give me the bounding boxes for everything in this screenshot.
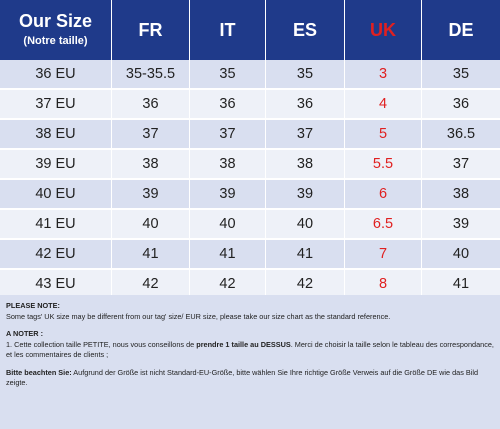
cell-es: 39 [266, 180, 345, 210]
cell-fr: 39 [112, 180, 190, 210]
header-fr: FR [112, 0, 190, 60]
cell-our-size: 38 EU [0, 120, 112, 150]
table-row: 37 EU 36 36 36 4 36 [0, 90, 500, 120]
cell-fr: 38 [112, 150, 190, 180]
cell-fr: 40 [112, 210, 190, 240]
notes-panel: PLEASE NOTE: Some tags' UK size may be d… [0, 295, 500, 429]
header-our-size-subtitle: (Notre taille) [23, 35, 88, 47]
cell-our-size: 39 EU [0, 150, 112, 180]
bitte-heading: Bitte beachten Sie: [6, 367, 72, 377]
cell-de: 35 [422, 60, 500, 90]
please-note-text: Some tags' UK size may be different from… [6, 311, 391, 321]
cell-uk: 6 [345, 180, 422, 210]
cell-es: 40 [266, 210, 345, 240]
a-noter-text-part-2: . Merci de choisir la taille selon le ta… [6, 339, 494, 360]
cell-fr: 35-35.5 [112, 60, 190, 90]
header-our-size: Our Size (Notre taille) [0, 0, 112, 60]
cell-de: 37 [422, 150, 500, 180]
cell-de: 39 [422, 210, 500, 240]
a-noter-text: 1. Cette collection taille PETITE, nous … [6, 340, 494, 361]
cell-de: 38 [422, 180, 500, 210]
cell-de: 36.5 [422, 120, 500, 150]
cell-uk: 6.5 [345, 210, 422, 240]
cell-es: 38 [266, 150, 345, 180]
cell-it: 37 [190, 120, 266, 150]
bitte-body: Aufgrund der Größe ist nicht Standard-EU… [6, 367, 479, 388]
cell-uk: 3 [345, 60, 422, 90]
cell-our-size: 37 EU [0, 90, 112, 120]
size-table: Our Size (Notre taille) FR IT ES UK DE 3… [0, 0, 500, 300]
cell-fr: 37 [112, 120, 190, 150]
header-es: ES [266, 0, 345, 60]
cell-our-size: 41 EU [0, 210, 112, 240]
cell-uk: 5 [345, 120, 422, 150]
table-row: 40 EU 39 39 39 6 38 [0, 180, 500, 210]
cell-it: 35 [190, 60, 266, 90]
a-noter-emphasis: prendre 1 taille au DESSUS [196, 339, 291, 349]
cell-fr: 36 [112, 90, 190, 120]
cell-it: 40 [190, 210, 266, 240]
cell-uk: 5.5 [345, 150, 422, 180]
table-row: 39 EU 38 38 38 5.5 37 [0, 150, 500, 180]
cell-uk: 7 [345, 240, 422, 270]
header-uk: UK [345, 0, 422, 60]
cell-our-size: 40 EU [0, 180, 112, 210]
cell-fr: 41 [112, 240, 190, 270]
header-de: DE [422, 0, 500, 60]
cell-it: 39 [190, 180, 266, 210]
cell-es: 36 [266, 90, 345, 120]
cell-de: 40 [422, 240, 500, 270]
cell-es: 35 [266, 60, 345, 90]
a-noter-heading: A NOTER : [6, 329, 44, 338]
cell-it: 38 [190, 150, 266, 180]
table-row: 41 EU 40 40 40 6.5 39 [0, 210, 500, 240]
cell-uk: 4 [345, 90, 422, 120]
cell-es: 41 [266, 240, 345, 270]
cell-our-size: 36 EU [0, 60, 112, 90]
table-row: 38 EU 37 37 37 5 36.5 [0, 120, 500, 150]
cell-it: 41 [190, 240, 266, 270]
header-our-size-title: Our Size [18, 11, 93, 31]
cell-de: 36 [422, 90, 500, 120]
a-noter-text-part-1: 1. Cette collection taille PETITE, nous … [6, 339, 197, 349]
header-it: IT [190, 0, 266, 60]
bitte-text: Bitte beachten Sie: Aufgrund der Größe i… [6, 368, 494, 389]
cell-our-size: 42 EU [0, 240, 112, 270]
table-row: 42 EU 41 41 41 7 40 [0, 240, 500, 270]
cell-es: 37 [266, 120, 345, 150]
please-note-heading: PLEASE NOTE: [6, 301, 60, 310]
cell-it: 36 [190, 90, 266, 120]
table-row: 36 EU 35-35.5 35 35 3 35 [0, 60, 500, 90]
table-header-row: Our Size (Notre taille) FR IT ES UK DE [0, 0, 500, 60]
